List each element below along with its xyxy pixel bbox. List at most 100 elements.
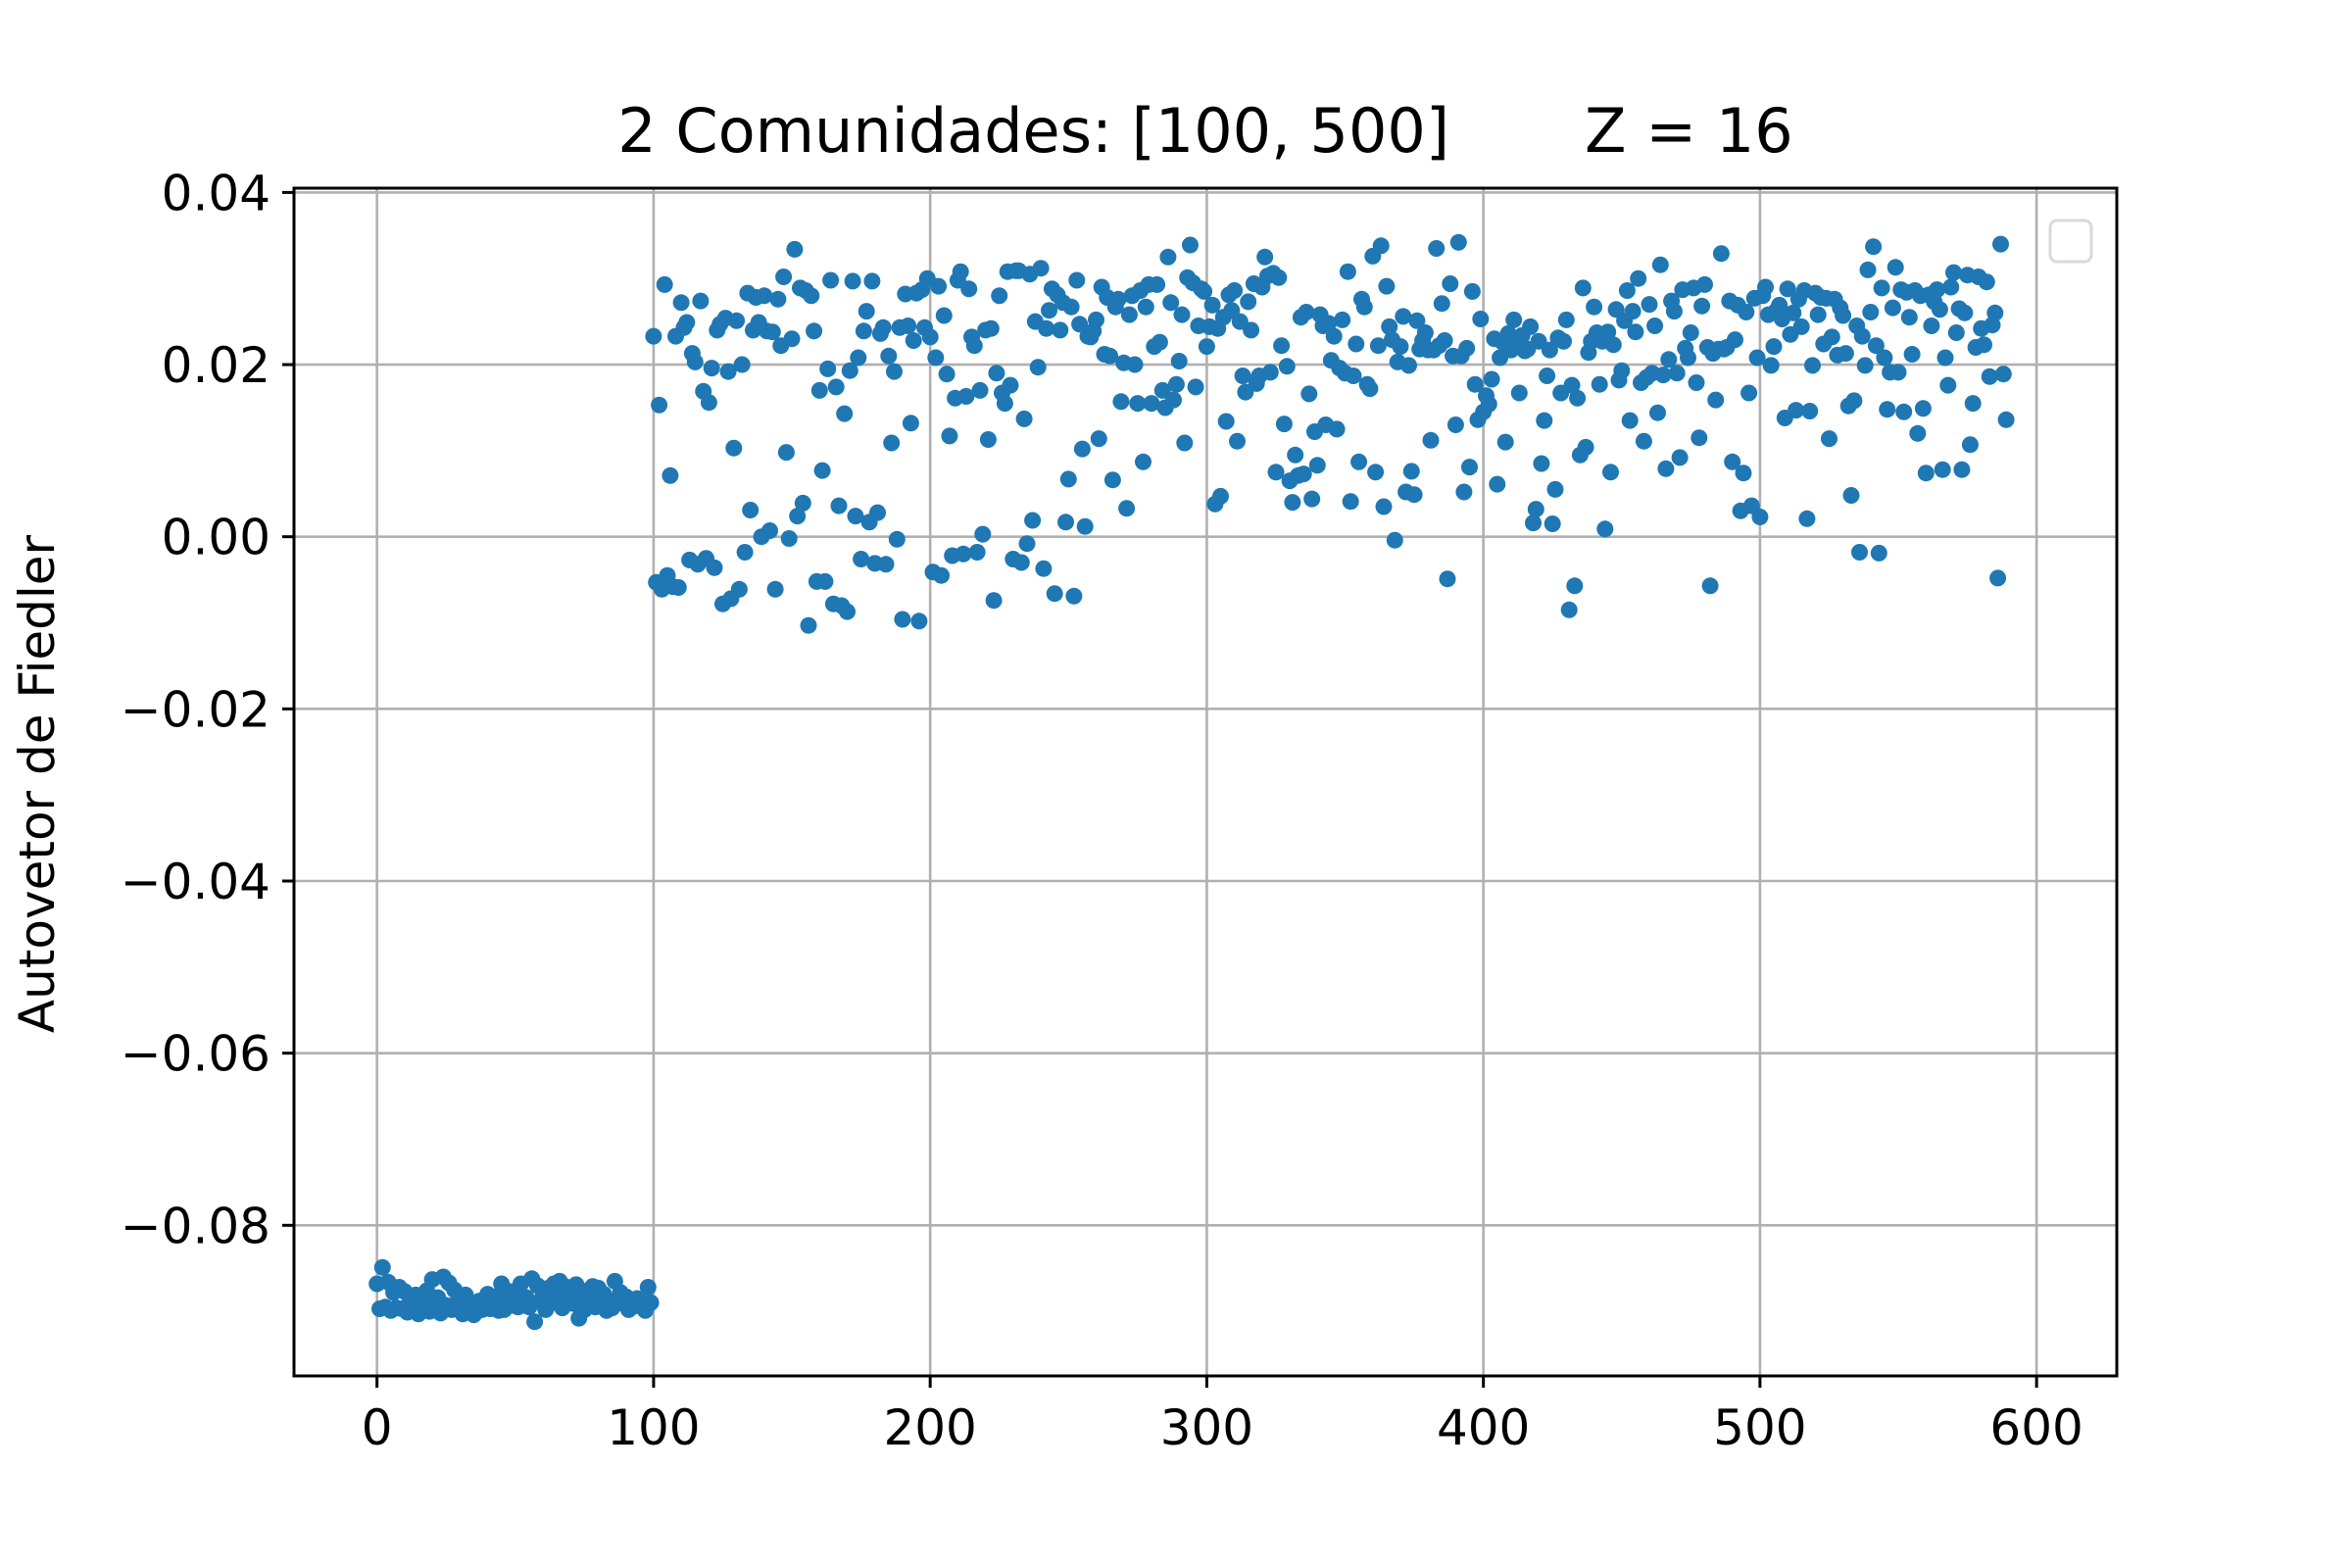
data-point: [1964, 395, 1982, 413]
data-point: [1660, 351, 1678, 368]
data-point: [1541, 341, 1558, 359]
data-point: [955, 545, 972, 563]
data-point: [700, 394, 717, 412]
data-point: [1903, 346, 1921, 363]
data-point: [1240, 293, 1257, 311]
data-point: [1909, 424, 1927, 442]
data-point: [1137, 298, 1154, 316]
data-point: [1386, 531, 1403, 549]
axis-ticks: 0 100 200 300 400 500 600 0.04 0.02 0.00 −0.02 −0.0…: [121, 165, 2083, 1456]
data-point: [1602, 464, 1619, 481]
data-point: [761, 522, 778, 539]
data-point: [703, 360, 720, 377]
data-point: [1267, 464, 1285, 481]
data-point: [1853, 327, 1871, 345]
data-point: [1088, 311, 1104, 328]
chart-title: 2 Comunidades: [100, 500] Z = 16: [617, 95, 1793, 167]
data-point: [1428, 240, 1446, 257]
data-point: [1103, 471, 1121, 489]
data-point: [1012, 554, 1030, 571]
data-point: [1665, 303, 1683, 320]
data-point: [1624, 303, 1642, 320]
data-point: [1798, 510, 1816, 527]
data-point: [1436, 332, 1453, 349]
data-point: [1560, 601, 1578, 618]
data-point: [1994, 366, 2012, 383]
data-point: [1167, 375, 1185, 393]
data-point: [1566, 577, 1584, 595]
data-point: [1361, 380, 1379, 398]
data-point: [813, 462, 831, 479]
data-point: [1480, 395, 1497, 413]
data-point: [921, 328, 939, 346]
data-point: [1748, 349, 1766, 367]
x-tick-label: 600: [1989, 1399, 2082, 1456]
data-point: [725, 439, 743, 457]
data-point: [794, 494, 811, 512]
data-point: [1325, 327, 1343, 345]
data-point: [1696, 275, 1713, 293]
data-point: [1630, 270, 1647, 287]
data-point: [1173, 306, 1191, 323]
data-point: [1889, 364, 1907, 381]
data-point: [1724, 453, 1741, 470]
data-point: [965, 337, 983, 355]
data-point: [1942, 278, 1960, 296]
data-point: [1278, 358, 1296, 375]
data-point: [1463, 282, 1481, 300]
data-point: [886, 363, 903, 380]
data-point: [905, 332, 922, 349]
data-point: [678, 314, 696, 331]
data-point: [1068, 271, 1086, 289]
data-point: [692, 292, 710, 310]
data-point: [1649, 404, 1666, 421]
data-point: [1038, 319, 1055, 337]
data-point: [733, 356, 751, 373]
data-point: [1740, 384, 1758, 402]
data-point: [1654, 367, 1672, 384]
data-point: [1348, 335, 1365, 353]
data-point: [1059, 470, 1077, 488]
data-point: [1496, 433, 1514, 451]
data-point: [1076, 517, 1094, 535]
data-point: [1375, 498, 1393, 515]
x-tick-label: 100: [607, 1399, 700, 1456]
y-tick-label: −0.04: [121, 854, 270, 910]
data-point: [783, 330, 801, 348]
data-point: [1350, 453, 1368, 470]
data-point: [1823, 328, 1840, 346]
data-point: [1627, 323, 1644, 341]
data-point: [1727, 331, 1743, 349]
data-point: [883, 434, 901, 452]
legend-box: [2048, 219, 2093, 264]
data-point: [1865, 238, 1883, 256]
data-point: [1472, 311, 1490, 327]
data-point: [1287, 446, 1304, 464]
data-point: [1771, 296, 1788, 314]
data-point: [639, 1279, 657, 1296]
data-point: [910, 612, 928, 630]
data-point: [1544, 515, 1561, 532]
data-point: [1392, 338, 1409, 356]
data-point: [1298, 304, 1315, 320]
data-point: [1273, 337, 1291, 355]
data-point: [719, 363, 737, 380]
data-point: [1837, 345, 1854, 363]
data-point: [1596, 520, 1614, 538]
data-point: [1505, 311, 1523, 328]
data-point: [880, 347, 898, 365]
data-point: [855, 322, 872, 340]
data-point: [1563, 376, 1581, 394]
data-point: [1873, 279, 1890, 297]
data-point: [1378, 277, 1396, 295]
data-point: [1533, 455, 1550, 472]
data-point: [1416, 324, 1434, 341]
data-point: [957, 388, 975, 405]
data-point: [858, 303, 875, 320]
data-point: [1422, 431, 1440, 449]
data-point: [1641, 296, 1658, 314]
data-point: [952, 263, 969, 280]
data-point: [1976, 336, 1992, 354]
data-point: [662, 466, 679, 484]
plot-area: [294, 188, 2117, 1376]
